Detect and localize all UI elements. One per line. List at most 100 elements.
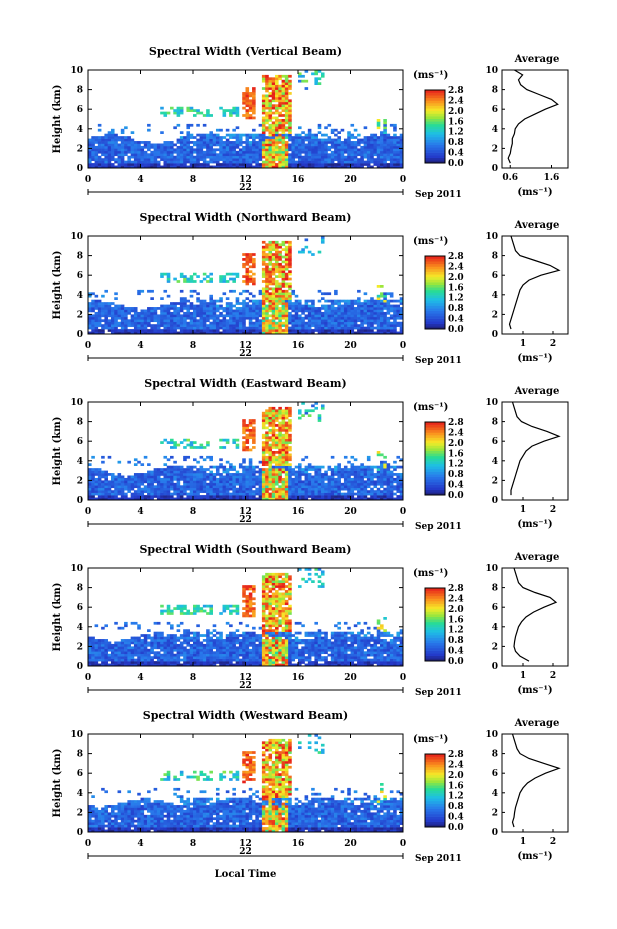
heatmap-cell bbox=[334, 477, 338, 481]
heatmap-cell bbox=[380, 136, 384, 139]
heatmap-cell bbox=[278, 495, 282, 498]
heatmap-cell bbox=[199, 136, 204, 139]
heatmap-cell bbox=[225, 485, 230, 489]
heatmap-cell bbox=[307, 138, 312, 142]
y-tick-label: 2 bbox=[77, 476, 83, 486]
heatmap-cell bbox=[278, 262, 282, 266]
heatmap-cell bbox=[202, 331, 207, 335]
heatmap-cell bbox=[373, 482, 378, 486]
heatmap-cell bbox=[133, 482, 138, 486]
heatmap-cell bbox=[248, 470, 253, 474]
heatmap-cell bbox=[278, 451, 282, 454]
heatmap-cell bbox=[186, 153, 191, 157]
heatmap-cell bbox=[189, 145, 194, 149]
heatmap-cell bbox=[281, 331, 286, 335]
heatmap-cell bbox=[343, 304, 348, 308]
heatmap-cell bbox=[245, 470, 250, 474]
heatmap-cell bbox=[265, 275, 269, 278]
heatmap-cell bbox=[261, 426, 266, 430]
heatmap-cell bbox=[320, 141, 325, 144]
heatmap-cell bbox=[265, 316, 269, 320]
heatmap-cell bbox=[294, 482, 299, 486]
heatmap-cell bbox=[238, 163, 243, 166]
heatmap-cell bbox=[265, 492, 269, 496]
heatmap-cell bbox=[271, 126, 276, 130]
heatmap-cell bbox=[255, 307, 259, 310]
heatmap-cell bbox=[176, 492, 181, 496]
heatmap-cell bbox=[94, 163, 99, 166]
heatmap-cell bbox=[360, 497, 364, 501]
heatmap-cell bbox=[229, 133, 233, 137]
heatmap-cell bbox=[327, 487, 332, 491]
heatmap-cell bbox=[311, 487, 315, 491]
heatmap-cell bbox=[150, 475, 154, 479]
heatmap-cell bbox=[179, 136, 184, 139]
heatmap-cell bbox=[337, 487, 341, 491]
heatmap-cell bbox=[160, 145, 164, 149]
heatmap-cell bbox=[183, 470, 187, 474]
heatmap-cell bbox=[150, 324, 154, 327]
heatmap-cell bbox=[143, 477, 148, 481]
heatmap-cell bbox=[150, 495, 154, 498]
heatmap-cell bbox=[199, 158, 204, 161]
heatmap-cell bbox=[298, 143, 302, 147]
heatmap-cell bbox=[127, 490, 131, 493]
heatmap-cell bbox=[120, 331, 125, 335]
heatmap-cell bbox=[311, 302, 315, 305]
heatmap-cell bbox=[265, 324, 269, 327]
heatmap-cell bbox=[324, 324, 328, 327]
heatmap-cell bbox=[337, 475, 341, 479]
heatmap-cell bbox=[330, 314, 335, 318]
heatmap-cell bbox=[127, 307, 131, 310]
heatmap-cell bbox=[173, 165, 177, 169]
heatmap-cell bbox=[383, 473, 387, 476]
heatmap-cell bbox=[88, 316, 92, 320]
heatmap-cell bbox=[317, 138, 322, 142]
heatmap-cell bbox=[101, 470, 105, 474]
heatmap-cell bbox=[271, 441, 276, 444]
heatmap-cell bbox=[101, 163, 105, 166]
heatmap-cell bbox=[284, 285, 289, 288]
heatmap-cell bbox=[101, 643, 105, 647]
heatmap-cell bbox=[232, 482, 236, 486]
heatmap-cell bbox=[311, 475, 315, 479]
heatmap-cell bbox=[281, 282, 286, 286]
heatmap-cell bbox=[261, 275, 266, 278]
heatmap-cell bbox=[399, 141, 404, 144]
heatmap-cell bbox=[120, 319, 125, 323]
heatmap-cell bbox=[265, 433, 269, 437]
heatmap-cell bbox=[193, 485, 197, 489]
heatmap-cell bbox=[330, 316, 335, 320]
heatmap-cell bbox=[271, 324, 276, 327]
heatmap-cell bbox=[124, 482, 128, 486]
heatmap-cell bbox=[271, 121, 276, 125]
heatmap-cell bbox=[97, 311, 102, 315]
heatmap-cell bbox=[189, 475, 194, 479]
heatmap-cell bbox=[265, 438, 269, 442]
heatmap-cell bbox=[265, 326, 269, 330]
heatmap-cell bbox=[275, 250, 279, 254]
heatmap-cell bbox=[147, 165, 151, 169]
heatmap-cell bbox=[183, 277, 187, 281]
heatmap-cell bbox=[235, 326, 240, 330]
heatmap-cell bbox=[373, 299, 378, 303]
heatmap-cell bbox=[193, 331, 197, 335]
heatmap-cell bbox=[150, 307, 154, 310]
heatmap-cell bbox=[271, 87, 276, 90]
heatmap-cell bbox=[150, 485, 154, 489]
heatmap-cell bbox=[268, 329, 273, 332]
heatmap-cell bbox=[153, 492, 158, 496]
colorbar-segment bbox=[425, 149, 445, 153]
heatmap-cell bbox=[101, 495, 105, 498]
heatmap-cell bbox=[261, 106, 266, 110]
heatmap-cell bbox=[160, 131, 164, 134]
heatmap-cell bbox=[232, 280, 236, 283]
heatmap-cell bbox=[196, 314, 200, 318]
heatmap-cell bbox=[311, 331, 315, 335]
heatmap-cell bbox=[337, 150, 341, 154]
heatmap-cell bbox=[304, 321, 309, 325]
heatmap-cell bbox=[343, 158, 348, 161]
heatmap-cell bbox=[104, 302, 108, 305]
heatmap-cell bbox=[150, 326, 154, 330]
heatmap-cell bbox=[278, 414, 282, 417]
